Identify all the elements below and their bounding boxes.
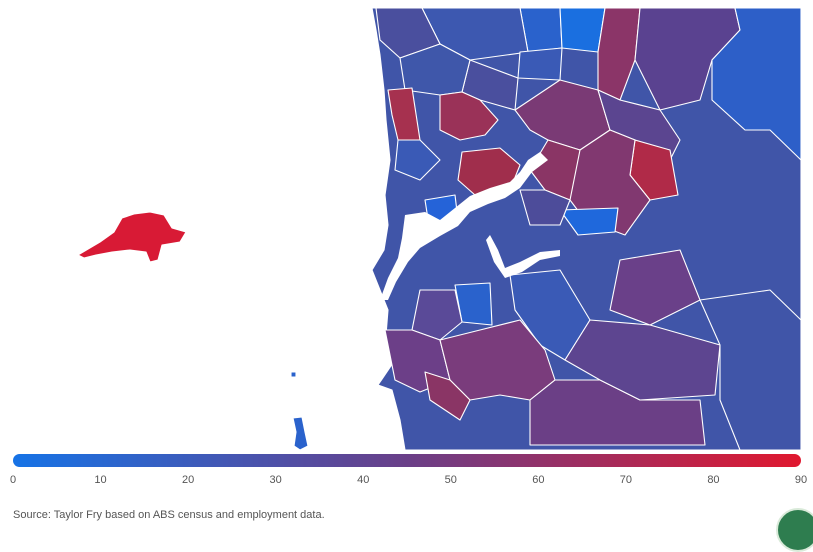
region-s8[interactable] xyxy=(564,319,721,401)
legend-tick: 50 xyxy=(444,474,457,486)
legend-tick: 0 xyxy=(9,474,17,486)
region-n2[interactable] xyxy=(559,7,606,53)
region-s10[interactable] xyxy=(699,289,802,450)
legend-tick: 40 xyxy=(357,474,370,486)
legend-tick: 10 xyxy=(94,474,107,486)
region-c7[interactable] xyxy=(559,207,619,236)
legend-tick: 70 xyxy=(619,474,632,486)
region-n8[interactable] xyxy=(711,7,802,161)
region-c9[interactable] xyxy=(519,189,571,226)
legend-tick: 20 xyxy=(181,474,195,486)
region-w3[interactable] xyxy=(394,139,441,181)
map-svg xyxy=(77,7,802,450)
legend-tick: 60 xyxy=(532,474,545,486)
legend-gradient-bar xyxy=(13,454,801,467)
region-s3[interactable] xyxy=(411,289,463,341)
legend-tick: 90 xyxy=(794,474,808,486)
river-canning xyxy=(486,235,560,278)
source-note: Source: Taylor Fry based on ABS census a… xyxy=(13,509,325,521)
region-n5[interactable] xyxy=(517,47,563,81)
rottnest-island[interactable] xyxy=(77,211,187,263)
logo-badge xyxy=(776,508,813,552)
choropleth-map xyxy=(77,7,802,450)
region-s7[interactable] xyxy=(424,371,471,421)
region-s6[interactable] xyxy=(529,379,706,446)
legend-tick: 30 xyxy=(269,474,282,486)
legend-tick: 80 xyxy=(707,474,720,486)
color-legend: 0 10 20 30 40 50 60 70 80 90 xyxy=(9,452,807,492)
river-swan xyxy=(380,152,548,300)
garden-island[interactable] xyxy=(292,416,309,450)
carnac-island[interactable] xyxy=(290,371,297,378)
region-w2[interactable] xyxy=(439,91,499,141)
region-s9[interactable] xyxy=(609,249,701,326)
